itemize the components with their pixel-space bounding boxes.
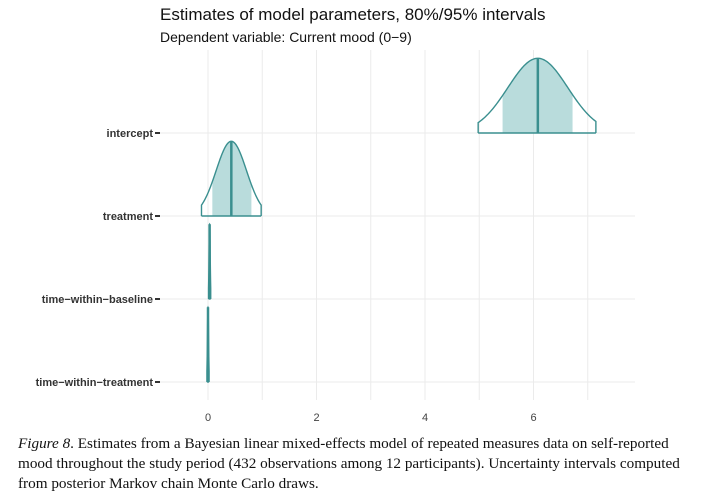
y-tick-label: intercept <box>107 128 154 140</box>
chart-subtitle: Dependent variable: Current mood (0−9) <box>160 29 412 45</box>
y-tick-label: time−within−baseline <box>42 294 153 306</box>
figure-caption: Figure 8. Estimates from a Bayesian line… <box>18 434 688 494</box>
x-tick-label: 4 <box>422 412 428 424</box>
y-tick-label: time−within−treatment <box>36 377 154 389</box>
x-tick-label: 2 <box>313 412 319 424</box>
y-tick-label: treatment <box>103 211 153 223</box>
ridgeline-chart: intercept treatment time−within−baseline ti… <box>36 50 635 424</box>
caption-text: . Estimates from a Bayesian linear mixed… <box>18 435 680 492</box>
x-tick-label: 6 <box>530 412 536 424</box>
x-tick-label: 0 <box>205 412 211 424</box>
chart-title: Estimates of model parameters, 80%/95% i… <box>160 5 546 24</box>
figure-label: Figure 8 <box>18 435 71 452</box>
